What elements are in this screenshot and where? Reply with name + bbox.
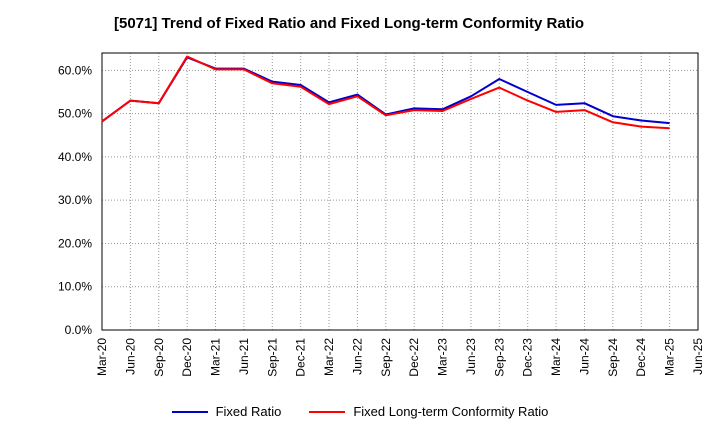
x-tick-label: Jun-25 bbox=[691, 338, 705, 375]
x-tick-label: Mar-24 bbox=[549, 338, 563, 376]
x-tick-label: Mar-20 bbox=[95, 338, 109, 376]
x-tick-label: Jun-21 bbox=[237, 338, 251, 375]
legend-item-fixed-ratio: Fixed Ratio bbox=[171, 404, 282, 419]
legend-label-fixed-ratio: Fixed Ratio bbox=[215, 404, 282, 419]
x-tick-label: Sep-20 bbox=[152, 338, 166, 377]
y-tick-label: 50.0% bbox=[58, 107, 92, 121]
legend-label-fixed-long-term-conformity-ratio: Fixed Long-term Conformity Ratio bbox=[353, 404, 549, 419]
x-tick-label: Jun-20 bbox=[123, 338, 137, 375]
x-tick-label: Sep-24 bbox=[606, 338, 620, 377]
x-tick-label: Mar-21 bbox=[209, 338, 223, 376]
x-tick-label: Dec-21 bbox=[294, 338, 308, 377]
y-tick-label: 30.0% bbox=[58, 193, 92, 207]
series-lines bbox=[101, 55, 670, 130]
x-tick-label: Dec-23 bbox=[521, 338, 535, 377]
legend-swatch-fixed-ratio bbox=[171, 410, 208, 413]
x-tick-label: Jun-22 bbox=[350, 338, 364, 375]
x-tick-label: Dec-24 bbox=[634, 338, 648, 377]
y-tick-label: 10.0% bbox=[58, 280, 92, 294]
x-tick-label: Mar-22 bbox=[322, 338, 336, 376]
legend: Fixed Ratio Fixed Long-term Conformity R… bbox=[0, 404, 720, 419]
legend-item-fixed-long-term-conformity-ratio: Fixed Long-term Conformity Ratio bbox=[309, 404, 548, 419]
x-tick-label: Jun-23 bbox=[464, 338, 478, 375]
x-axis-ticks: Mar-20 Jun-20 Sep-20 Dec-20 Mar-21 Jun-21 Sep-… bbox=[95, 338, 705, 377]
series-line-1 bbox=[101, 55, 670, 130]
grid-lines bbox=[102, 53, 698, 330]
x-tick-label: Sep-23 bbox=[492, 338, 506, 377]
y-tick-label: 60.0% bbox=[58, 63, 92, 77]
x-tick-label: Sep-21 bbox=[265, 338, 279, 377]
x-tick-label: Mar-25 bbox=[663, 338, 677, 376]
y-tick-label: 20.0% bbox=[58, 236, 92, 250]
x-tick-label: Sep-22 bbox=[379, 338, 393, 377]
chart-title: [5071] Trend of Fixed Ratio and Fixed Lo… bbox=[114, 15, 585, 32]
x-tick-label: Mar-23 bbox=[436, 338, 450, 376]
legend-swatch-fixed-long-term-conformity-ratio bbox=[309, 410, 346, 413]
y-axis-ticks: 0.0% 10.0% 20.0% 30.0% 40.0% 50.0% 60.0% bbox=[58, 63, 92, 337]
x-tick-label: Dec-22 bbox=[407, 338, 421, 377]
x-tick-label: Jun-24 bbox=[577, 338, 591, 375]
plot-area-border bbox=[101, 52, 699, 331]
x-tick-label: Dec-20 bbox=[180, 338, 194, 377]
y-tick-label: 0.0% bbox=[65, 323, 93, 337]
y-tick-label: 40.0% bbox=[58, 150, 92, 164]
